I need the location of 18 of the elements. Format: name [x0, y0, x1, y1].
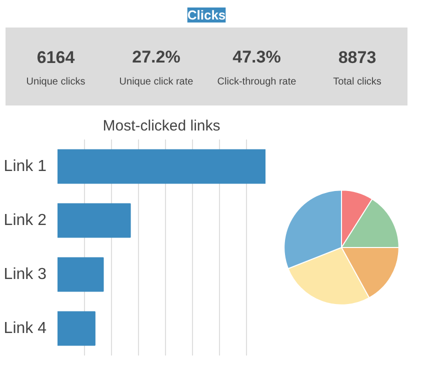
text: Unique click rate — [119, 76, 194, 88]
y-tick-label: Link 4 — [4, 320, 47, 337]
bar — [58, 311, 96, 346]
y-tick-label: Link 3 — [4, 266, 47, 283]
bar — [58, 257, 104, 292]
text: Total clicks — [333, 76, 382, 88]
text: 8873 — [338, 48, 376, 68]
bar — [58, 149, 266, 184]
bar — [58, 203, 131, 238]
text: Clicks — [187, 8, 226, 22]
text: Unique clicks — [26, 76, 86, 88]
y-tick-label: Link 2 — [4, 212, 47, 229]
chart-title: Most-clicked links — [102, 118, 220, 134]
text: 47.3% — [232, 48, 281, 67]
y-tick-label: Link 1 — [4, 158, 47, 175]
text: Click-through rate — [217, 76, 297, 88]
text: 27.2% — [132, 48, 180, 67]
text: 6164 — [36, 48, 76, 68]
